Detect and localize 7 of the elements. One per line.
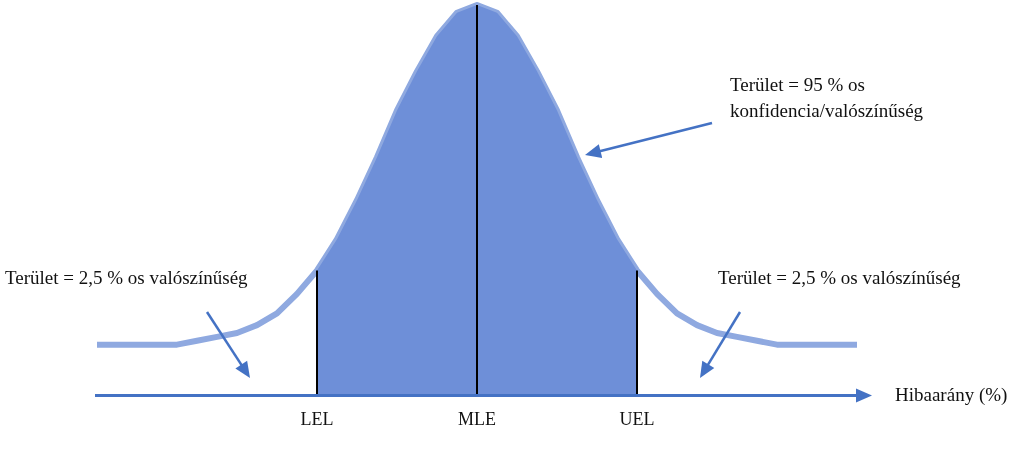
- x-axis-title: Hibaarány (%): [895, 384, 1008, 407]
- annotation: Terület = 2,5 % os valószínűség: [718, 266, 962, 290]
- x-tick-label: UEL: [619, 408, 655, 429]
- x-tick-label: MLE: [458, 408, 496, 429]
- annotation: Terület = 95 % os konfidencia/valószínűség: [730, 73, 925, 123]
- x-tick-label: LEL: [300, 408, 334, 429]
- annotation: Terület = 2,5 % os valószínűség: [5, 266, 249, 290]
